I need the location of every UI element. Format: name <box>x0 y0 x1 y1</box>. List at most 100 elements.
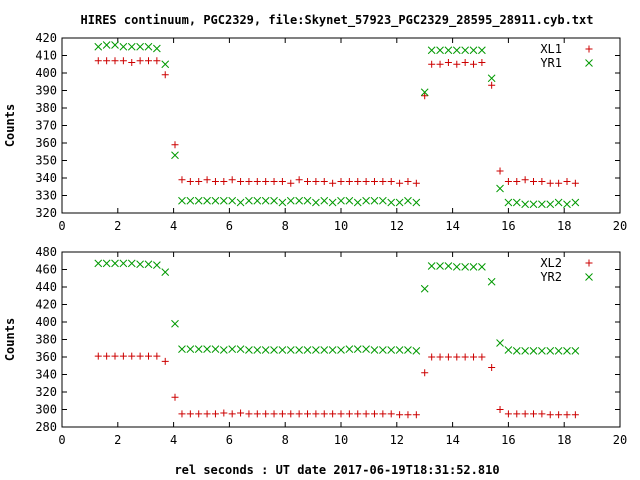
legend-marker <box>585 259 593 267</box>
data-point <box>444 59 452 66</box>
data-point <box>478 46 486 55</box>
x-tick-label: 18 <box>557 433 571 447</box>
data-point <box>94 259 103 268</box>
y-axis-label: Counts <box>3 318 17 361</box>
data-point <box>94 352 102 360</box>
data-point <box>504 178 512 185</box>
data-point <box>530 410 538 418</box>
data-point <box>295 196 304 205</box>
data-point <box>295 176 303 184</box>
data-point <box>452 263 461 271</box>
data-point <box>171 151 179 160</box>
data-point <box>219 196 228 205</box>
data-point <box>237 178 245 185</box>
x-tick-label: 8 <box>282 219 289 233</box>
y-tick-label: 300 <box>35 403 57 417</box>
data-point <box>287 410 295 418</box>
legend-marker <box>585 59 593 67</box>
data-point <box>563 200 571 209</box>
data-point <box>453 353 461 361</box>
data-point <box>387 346 396 354</box>
data-point <box>186 178 194 185</box>
data-point <box>478 59 486 66</box>
data-point <box>312 410 320 418</box>
data-point <box>504 410 512 418</box>
y-tick-label: 460 <box>35 263 57 277</box>
data-point <box>136 260 144 269</box>
data-point <box>245 178 253 185</box>
data-point <box>186 410 194 418</box>
data-point <box>571 347 580 355</box>
data-point <box>395 198 404 207</box>
data-point <box>379 178 387 185</box>
legend-label: YR2 <box>540 270 562 284</box>
data-point <box>546 179 554 187</box>
data-point <box>555 411 563 419</box>
data-point <box>412 198 421 207</box>
data-point <box>119 42 128 51</box>
data-point <box>203 410 211 418</box>
data-point <box>428 60 436 68</box>
data-point <box>452 46 461 55</box>
data-point <box>136 57 144 65</box>
data-point <box>119 57 127 65</box>
data-point <box>354 410 362 418</box>
data-point <box>320 346 329 354</box>
data-point <box>571 198 580 207</box>
data-point <box>245 346 253 354</box>
y-tick-label: 370 <box>35 119 57 133</box>
data-point <box>513 178 521 185</box>
plot-frame <box>61 251 621 428</box>
data-point <box>153 57 161 65</box>
data-point <box>387 198 396 207</box>
data-point <box>295 346 304 354</box>
data-point <box>94 57 102 65</box>
data-point <box>412 347 421 355</box>
y-tick-label: 400 <box>35 315 57 329</box>
data-point <box>211 410 219 418</box>
data-point <box>270 178 278 185</box>
data-point <box>387 410 395 418</box>
x-tick-label: 4 <box>170 433 177 447</box>
x-tick-label: 20 <box>613 433 627 447</box>
data-point <box>496 184 504 193</box>
data-point <box>194 196 203 205</box>
data-point <box>211 178 219 185</box>
data-point <box>353 345 362 353</box>
data-point <box>496 339 504 347</box>
data-point <box>427 46 436 55</box>
y-tick-label: 410 <box>35 49 57 63</box>
data-point <box>370 196 379 205</box>
data-point <box>345 410 353 418</box>
data-point <box>337 196 345 205</box>
legend-label: YR1 <box>540 56 562 70</box>
data-point <box>488 81 496 89</box>
data-point <box>262 410 270 418</box>
data-point <box>228 345 237 353</box>
data-point <box>253 410 261 418</box>
data-point <box>571 411 579 419</box>
data-point <box>111 57 119 65</box>
data-point <box>504 346 513 354</box>
data-point <box>270 410 278 418</box>
data-point <box>370 346 379 354</box>
y-tick-label: 380 <box>35 101 57 115</box>
data-point <box>312 198 320 207</box>
y-tick-label: 350 <box>35 154 57 168</box>
series-YR1 <box>94 41 580 209</box>
x-tick-label: 12 <box>390 433 404 447</box>
data-point <box>404 196 412 205</box>
data-point <box>127 42 136 51</box>
data-point <box>236 345 245 353</box>
x-tick-label: 14 <box>445 219 459 233</box>
data-point <box>521 200 529 209</box>
y-tick-label: 360 <box>35 350 57 364</box>
data-point <box>487 277 496 286</box>
data-point <box>461 59 469 66</box>
x-tick-label: 4 <box>170 219 177 233</box>
data-point <box>203 176 211 184</box>
data-point <box>178 345 186 353</box>
data-point <box>470 60 478 68</box>
data-point <box>171 393 179 401</box>
data-point <box>328 346 337 354</box>
